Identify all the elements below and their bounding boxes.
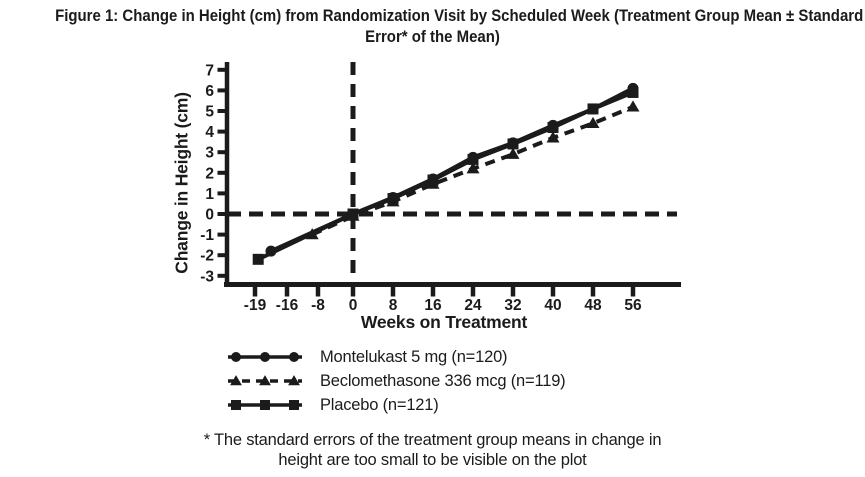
svg-text:32: 32 bbox=[504, 297, 521, 314]
footnote-line1: * The standard errors of the treatment g… bbox=[203, 431, 662, 449]
svg-text:-2: -2 bbox=[200, 248, 214, 265]
svg-text:48: 48 bbox=[584, 297, 602, 314]
svg-text:7: 7 bbox=[205, 62, 214, 79]
triangle-dashed-line-swatch-icon bbox=[228, 375, 302, 386]
svg-text:-8: -8 bbox=[311, 297, 325, 314]
square-solid-line-swatch-icon bbox=[228, 400, 302, 410]
legend-label-montelukast: Montelukast 5 mg (n=120) bbox=[320, 347, 508, 366]
svg-text:-3: -3 bbox=[200, 268, 214, 285]
legend-label-placebo: Placebo (n=121) bbox=[320, 395, 439, 414]
svg-text:-19: -19 bbox=[244, 297, 267, 314]
svg-text:3: 3 bbox=[205, 145, 214, 162]
svg-text:-1: -1 bbox=[200, 227, 214, 244]
svg-text:16: 16 bbox=[424, 297, 442, 314]
svg-text:56: 56 bbox=[624, 297, 642, 314]
svg-text:1: 1 bbox=[205, 186, 214, 203]
svg-text:4: 4 bbox=[205, 124, 214, 141]
y-axis-title: Change in Height (cm) bbox=[171, 92, 192, 274]
footnote-line2: height are too small to be visible on th… bbox=[278, 451, 587, 469]
svg-text:-16: -16 bbox=[276, 297, 299, 314]
figure-title-line1: Figure 1: Change in Height (cm) from Ran… bbox=[55, 6, 864, 25]
svg-text:6: 6 bbox=[205, 83, 214, 100]
circle-solid-line-swatch-icon bbox=[228, 352, 302, 362]
svg-text:5: 5 bbox=[205, 104, 214, 121]
svg-text:24: 24 bbox=[464, 297, 482, 314]
legend-item-placebo: Placebo (n=121) bbox=[226, 393, 565, 417]
legend-item-beclomethasone: Beclomethasone 336 mcg (n=119) bbox=[226, 369, 566, 393]
svg-text:8: 8 bbox=[389, 297, 398, 314]
legend-item-montelukast: Montelukast 5 mg (n=120) bbox=[226, 345, 565, 369]
svg-text:0: 0 bbox=[205, 207, 214, 224]
footnote: * The standard errors of the treatment g… bbox=[0, 430, 865, 470]
svg-text:0: 0 bbox=[349, 297, 358, 314]
svg-text:40: 40 bbox=[544, 297, 561, 314]
legend-label-beclomethasone: Beclomethasone 336 mcg (n=119) bbox=[320, 371, 566, 390]
figure-title: Figure 1: Change in Height (cm) from Ran… bbox=[0, 5, 865, 47]
svg-text:2: 2 bbox=[205, 165, 214, 182]
figure-title-line2: Error* of the Mean) bbox=[365, 27, 500, 46]
x-axis-title: Weeks on Treatment bbox=[360, 312, 528, 332]
legend: Montelukast 5 mg (n=120) Beclomethasone … bbox=[226, 345, 566, 417]
